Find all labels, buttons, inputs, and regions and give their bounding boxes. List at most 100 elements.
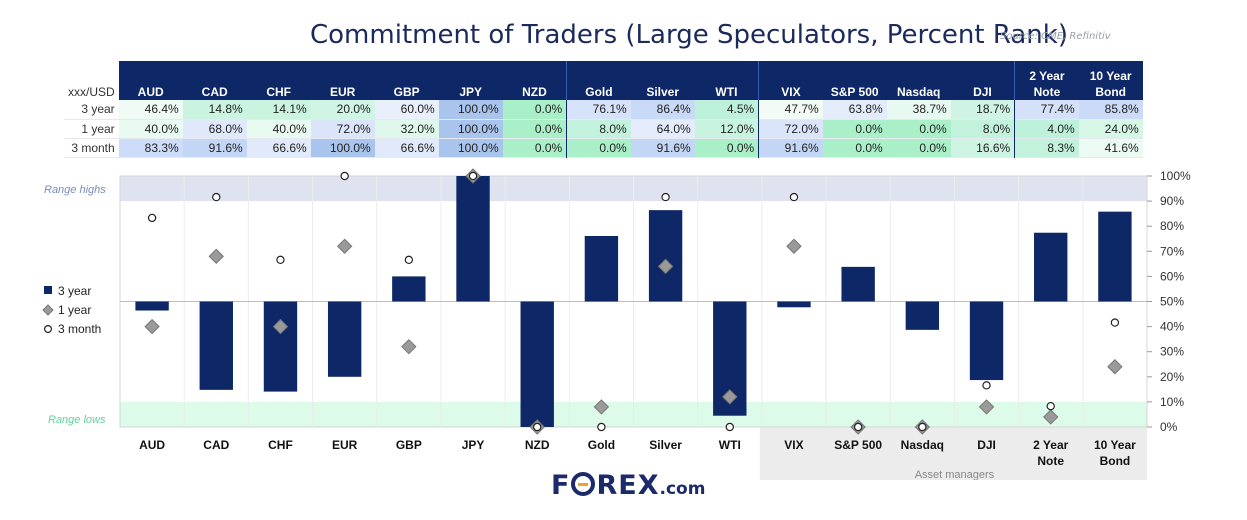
marker-3-month-5 bbox=[468, 171, 478, 181]
column-header-dji: DJI bbox=[950, 61, 1015, 100]
column-header-gold: Gold bbox=[566, 61, 631, 100]
table-cell: 8.0% bbox=[950, 119, 1015, 138]
table-cell: 0.0% bbox=[886, 119, 951, 138]
column-header-eur: EUR bbox=[310, 61, 375, 100]
marker-3-month-2 bbox=[276, 255, 285, 265]
legend-label: 3 month bbox=[58, 322, 101, 336]
bar-3-year-8 bbox=[648, 210, 683, 302]
bar-3-year-11 bbox=[841, 266, 875, 302]
marker-3-month-7 bbox=[597, 422, 606, 432]
column-header-silver: Silver bbox=[630, 61, 695, 100]
y-tick-label: 80% bbox=[1160, 219, 1184, 233]
bar-3-year-15 bbox=[1098, 211, 1132, 302]
x-category-label: EUR bbox=[332, 438, 358, 452]
column-header-vix: VIX bbox=[758, 61, 823, 100]
bar-3-year-2 bbox=[263, 301, 298, 392]
column-header-chf: CHF bbox=[246, 61, 311, 100]
y-tick-label: 70% bbox=[1160, 244, 1184, 258]
marker-1-year-15 bbox=[1107, 359, 1123, 375]
column-header-10-year-bond: 10 Year Bond bbox=[1078, 61, 1143, 100]
y-tick-label: 10% bbox=[1160, 395, 1184, 409]
table-cell: 66.6% bbox=[374, 138, 439, 157]
row-label: 1 year bbox=[64, 119, 119, 138]
y-tick-label: 0% bbox=[1160, 420, 1178, 434]
bar-3-year-1 bbox=[199, 301, 233, 390]
table-cell: 40.0% bbox=[118, 119, 183, 138]
y-tick-label: 40% bbox=[1160, 320, 1184, 334]
table-cell: 47.7% bbox=[758, 100, 823, 119]
y-tick-label: 50% bbox=[1160, 295, 1184, 309]
column-header-s-p-500: S&P 500 bbox=[822, 61, 887, 100]
x-category-label: 2 Year Note bbox=[1033, 438, 1068, 468]
table-cell: 0.0% bbox=[822, 138, 887, 157]
column-header-aud: AUD bbox=[118, 61, 183, 100]
x-category-label: CHF bbox=[268, 438, 293, 452]
table-cell: 60.0% bbox=[374, 100, 439, 119]
corner-label: xxx/USD bbox=[64, 61, 119, 100]
table-cell: 91.6% bbox=[758, 138, 823, 157]
table-row: 1 year 40.0% 68.0% 40.0% 72.0% 32.0% 100.0% 0.0… bbox=[64, 119, 1143, 138]
marker-1-year-13 bbox=[978, 399, 995, 415]
marker-1-year-14 bbox=[1043, 409, 1059, 425]
marker-3-month-8 bbox=[661, 192, 670, 202]
x-category-label: Nasdaq bbox=[901, 438, 944, 452]
logo-o-icon bbox=[571, 472, 596, 496]
range-lows-label: Range lows bbox=[48, 414, 106, 426]
table-cell: 14.1% bbox=[246, 100, 311, 119]
table-cell: 0.0% bbox=[502, 100, 567, 119]
table-cell: 100.0% bbox=[310, 138, 375, 157]
marker-1-year-4 bbox=[401, 338, 417, 355]
table-cell: 86.4% bbox=[630, 100, 695, 119]
table-cell: 100.0% bbox=[438, 138, 503, 157]
marker-1-year-1 bbox=[208, 248, 224, 265]
table-cell: 72.0% bbox=[310, 119, 375, 138]
marker-3-month-1 bbox=[212, 192, 221, 202]
table-cell: 0.0% bbox=[502, 138, 567, 157]
y-tick-label: 100% bbox=[1160, 169, 1191, 183]
marker-3-month-0 bbox=[147, 213, 157, 223]
table-cell: 38.7% bbox=[886, 100, 951, 119]
legend-swatch-3-year bbox=[44, 286, 52, 294]
percent-rank-table: xxx/USD AUD CAD CHF EUR GBP JPY NZD Gold Silver W… bbox=[64, 61, 1143, 158]
y-tick-label: 90% bbox=[1160, 194, 1184, 208]
table-cell: 72.0% bbox=[758, 119, 823, 138]
marker-3-month-11 bbox=[853, 422, 863, 432]
bar-3-year-12 bbox=[905, 301, 940, 330]
column-header-nasdaq: Nasdaq bbox=[886, 61, 951, 100]
marker-3-month-14 bbox=[1046, 401, 1055, 411]
row-label: 3 month bbox=[64, 138, 119, 157]
forex-logo: F REX.com bbox=[551, 470, 706, 501]
x-category-label: Silver bbox=[649, 438, 682, 452]
x-category-label: VIX bbox=[784, 438, 803, 452]
column-header-nzd: NZD bbox=[502, 61, 567, 100]
table-body: 3 year 46.4% 14.8% 14.1% 20.0% 60.0% 100.0% 0.0… bbox=[64, 100, 1143, 157]
table-cell: 46.4% bbox=[118, 100, 183, 119]
column-header-cad: CAD bbox=[182, 61, 247, 100]
x-category-label: Gold bbox=[588, 438, 615, 452]
marker-3-month-10 bbox=[789, 192, 799, 202]
column-header-2-year-note: 2 Year Note bbox=[1014, 61, 1079, 100]
table-row: 3 month 83.3% 91.6% 66.6% 100.0% 66.6% 100.0% 0… bbox=[64, 138, 1143, 157]
column-header-gbp: GBP bbox=[374, 61, 439, 100]
bar-3-year-0 bbox=[135, 301, 169, 311]
table-cell: 8.3% bbox=[1014, 138, 1079, 157]
table-cell: 0.0% bbox=[886, 138, 951, 157]
table-cell: 20.0% bbox=[310, 100, 375, 119]
group-label: Asset managers bbox=[915, 469, 995, 480]
table-cell: 24.0% bbox=[1078, 119, 1143, 138]
asset-managers-group bbox=[759, 427, 1147, 480]
x-category-label: CAD bbox=[203, 438, 229, 452]
table-cell: 83.3% bbox=[118, 138, 183, 157]
table-cell: 91.6% bbox=[182, 138, 247, 157]
marker-3-month-9 bbox=[725, 422, 734, 432]
table-cell: 4.5% bbox=[694, 100, 759, 119]
table-cell: 68.0% bbox=[182, 119, 247, 138]
table-cell: 40.0% bbox=[246, 119, 311, 138]
table-cell: 32.0% bbox=[374, 119, 439, 138]
table-cell: 100.0% bbox=[438, 119, 503, 138]
table-cell: 77.4% bbox=[1014, 100, 1079, 119]
chart-title: Commitment of Traders (Large Speculators… bbox=[310, 20, 1068, 50]
bar-3-year-3 bbox=[327, 301, 362, 377]
source-note: Source: CME, Refinitiv bbox=[1000, 31, 1111, 42]
x-category-label: S&P 500 bbox=[834, 438, 882, 452]
